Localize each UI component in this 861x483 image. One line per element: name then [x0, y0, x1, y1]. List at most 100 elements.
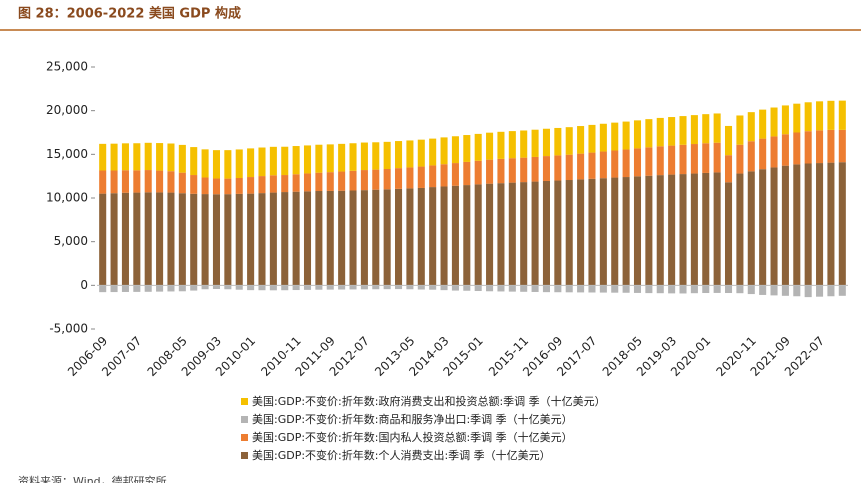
bar-segment: [326, 144, 334, 173]
bar-segment: [838, 100, 846, 130]
bar-segment: [770, 107, 778, 137]
bar-segment: [781, 285, 789, 296]
bar-segment: [713, 172, 721, 286]
bar-segment: [827, 285, 835, 297]
bar-segment: [224, 178, 232, 195]
bar-segment: [588, 152, 596, 179]
bar-segment: [224, 285, 232, 290]
bar-segment: [724, 125, 733, 156]
bar-segment: [110, 143, 118, 171]
bar-segment: [417, 166, 425, 188]
legend-swatch: [241, 452, 248, 459]
bar-segment: [315, 285, 323, 290]
bar-segment: [770, 136, 778, 168]
bar-segment: [99, 193, 107, 286]
bar-segment: [235, 193, 243, 286]
bar-segment: [178, 193, 186, 286]
bar-segment: [565, 154, 573, 181]
bar-segment: [212, 150, 221, 179]
bar-segment: [622, 121, 630, 150]
y-tick-label: 5,000: [54, 234, 88, 248]
bar-segment: [497, 285, 505, 292]
bar-segment: [702, 285, 710, 294]
bar-segment: [178, 285, 186, 292]
bar-segment: [679, 144, 687, 175]
bar-segment: [167, 143, 175, 172]
bar-segment: [554, 155, 562, 181]
bar-segment: [451, 285, 459, 291]
bar-segment: [235, 149, 243, 179]
bar-segment: [224, 150, 232, 179]
bar-segment: [269, 146, 277, 176]
bar-segment: [156, 192, 164, 286]
bar-segment: [747, 112, 755, 142]
bar-segment: [793, 132, 801, 165]
bar-segment: [190, 193, 198, 286]
bar-segment: [395, 141, 403, 169]
bar-segment: [611, 150, 619, 178]
bar-segment: [690, 115, 698, 145]
bar-segment: [121, 143, 129, 171]
bar-segment: [713, 285, 721, 293]
bar-segment: [474, 160, 482, 185]
bar-segment: [633, 285, 642, 293]
bar-segment: [281, 285, 289, 291]
bar-segment: [190, 147, 198, 176]
bar-segment: [486, 183, 494, 286]
bar-segment: [690, 285, 698, 294]
bar-segment: [781, 105, 789, 135]
bar-segment: [554, 180, 562, 286]
bar-segment: [395, 285, 403, 290]
bar-segment: [577, 285, 585, 293]
bar-segment: [406, 188, 414, 286]
bar-segment: [269, 285, 277, 291]
bar-segment: [588, 124, 596, 153]
bar-segment: [633, 176, 642, 286]
bar-segment: [622, 149, 630, 178]
bar-segment: [372, 169, 380, 190]
bar-segment: [747, 171, 755, 286]
bar-segment: [292, 191, 300, 286]
bar-segment: [292, 174, 300, 192]
bar-segment: [668, 145, 676, 175]
bar-segment: [338, 143, 346, 172]
bar-segment: [201, 149, 209, 178]
bar-segment: [360, 142, 368, 171]
bar-segment: [281, 146, 289, 176]
bar-segment: [793, 285, 801, 297]
bar-segment: [258, 176, 266, 194]
bar-segment: [156, 285, 164, 292]
bar-segment: [724, 285, 733, 294]
bar-segment: [440, 285, 448, 291]
bar-segment: [315, 172, 323, 192]
bar-segment: [383, 169, 391, 190]
bar-segment: [201, 194, 209, 286]
bar-segment: [474, 133, 482, 161]
bar-segment: [804, 163, 812, 286]
bar-segment: [611, 122, 619, 151]
y-tick-label: 10,000: [46, 191, 88, 205]
bar-segment: [827, 162, 835, 286]
bar-segment: [133, 285, 141, 292]
bar-segment: [531, 156, 539, 182]
bar-segment: [463, 135, 471, 162]
bar-segment: [383, 189, 391, 286]
bar-segment: [190, 175, 198, 194]
bar-segment: [542, 156, 550, 181]
bar-segment: [497, 131, 505, 159]
bar-segment: [656, 175, 664, 286]
bar-segment: [133, 170, 141, 193]
bar-segment: [417, 285, 425, 290]
bar-segment: [736, 144, 744, 174]
bar-segment: [406, 285, 414, 290]
bar-segment: [588, 178, 596, 286]
bar-segment: [599, 123, 607, 152]
bar-segment: [110, 170, 118, 194]
bar-segment: [816, 101, 824, 131]
bar-segment: [292, 285, 300, 291]
bar-segment: [121, 170, 129, 193]
bar-segment: [668, 174, 676, 286]
bar-segment: [724, 155, 733, 183]
bar-segment: [247, 148, 255, 178]
bar-segment: [144, 285, 152, 292]
